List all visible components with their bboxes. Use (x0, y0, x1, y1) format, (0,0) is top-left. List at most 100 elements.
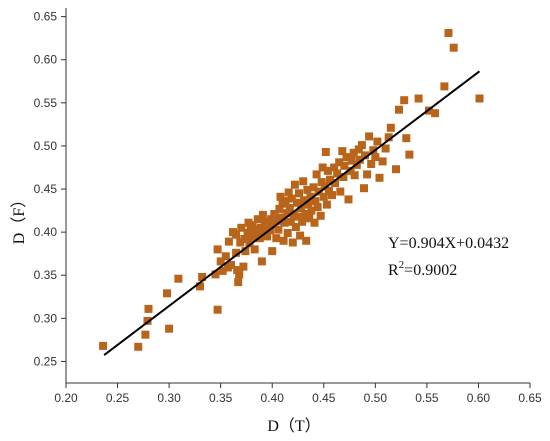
data-point (196, 282, 204, 291)
data-point (287, 194, 296, 203)
x-tick-label: 0.55 (415, 391, 439, 405)
data-point (258, 210, 267, 219)
data-point (198, 273, 207, 281)
data-point (134, 342, 143, 351)
data-point (268, 247, 277, 256)
data-point (246, 226, 255, 235)
data-point (314, 187, 323, 196)
y-axis-title: D（F） (10, 192, 28, 244)
data-point (274, 225, 283, 234)
data-point (240, 235, 249, 243)
data-point (221, 252, 230, 261)
data-point (402, 134, 411, 143)
y-tick-label: 0.25 (34, 354, 58, 368)
data-point (318, 163, 327, 172)
data-point (295, 189, 303, 198)
data-point (373, 137, 382, 146)
data-point (232, 248, 241, 257)
data-point (312, 170, 321, 179)
data-point (269, 220, 278, 229)
y-tick-label: 0.50 (34, 139, 58, 153)
data-point (440, 82, 449, 91)
data-point (218, 266, 227, 275)
data-point (395, 105, 403, 114)
data-point (216, 257, 225, 266)
y-tick-label: 0.45 (34, 182, 58, 196)
data-point (237, 223, 246, 232)
data-point (213, 245, 222, 254)
data-point (263, 232, 272, 241)
x-tick-label: 0.25 (106, 391, 130, 405)
data-point (305, 214, 314, 223)
data-point (283, 229, 292, 237)
data-point (307, 206, 316, 215)
x-tick-label: 0.20 (54, 391, 78, 405)
x-tick-label: 0.30 (157, 391, 181, 405)
data-point (349, 148, 358, 157)
data-point (310, 218, 319, 227)
data-point (233, 266, 242, 275)
data-point (371, 153, 380, 162)
data-point (316, 211, 325, 220)
data-point (375, 173, 384, 182)
data-point (224, 237, 233, 246)
data-point (267, 215, 276, 224)
data-point (276, 192, 285, 201)
data-point (384, 133, 393, 142)
data-point (260, 228, 268, 237)
data-point (239, 262, 248, 271)
data-point (339, 173, 348, 181)
y-tick-label: 0.65 (34, 10, 58, 24)
data-point (141, 330, 150, 339)
regression-line (103, 70, 481, 356)
data-point (386, 123, 395, 132)
data-point (322, 200, 331, 209)
data-point (340, 161, 349, 170)
r-squared-prefix: R (388, 262, 399, 279)
data-point (321, 148, 330, 156)
data-point (360, 184, 368, 193)
data-point (323, 166, 332, 175)
data-point (338, 147, 347, 156)
data-point (282, 209, 291, 218)
data-point (272, 234, 281, 243)
x-tick-label: 0.60 (467, 391, 491, 405)
data-point (273, 216, 282, 225)
data-point (291, 223, 300, 231)
data-point (331, 179, 340, 187)
data-point (378, 157, 387, 166)
data-point (285, 204, 294, 212)
data-point (257, 257, 266, 266)
data-point (288, 238, 297, 247)
data-point (306, 192, 315, 201)
data-point (369, 146, 378, 155)
data-point (342, 153, 351, 162)
data-point (296, 231, 305, 240)
data-point (163, 289, 171, 298)
data-point (444, 29, 453, 37)
data-point (251, 225, 260, 234)
data-point (347, 156, 356, 165)
data-point (301, 210, 310, 218)
data-point (286, 217, 295, 226)
data-point (290, 180, 299, 189)
data-point (289, 210, 298, 218)
data-point (475, 94, 484, 103)
regression-equation: Y=0.904X+0.0432 (388, 235, 509, 252)
data-point (303, 185, 312, 194)
x-axis-title: D（T） (267, 417, 320, 435)
data-point (317, 178, 326, 187)
data-point (299, 177, 308, 186)
data-point (330, 163, 339, 172)
y-tick-label: 0.30 (34, 311, 58, 325)
data-point (241, 247, 250, 256)
data-point (431, 109, 440, 118)
data-point (236, 238, 245, 247)
data-point (270, 210, 279, 218)
data-point (280, 218, 289, 227)
data-point (99, 341, 108, 350)
data-point (414, 94, 423, 103)
data-point (300, 196, 309, 205)
data-point (302, 236, 311, 245)
